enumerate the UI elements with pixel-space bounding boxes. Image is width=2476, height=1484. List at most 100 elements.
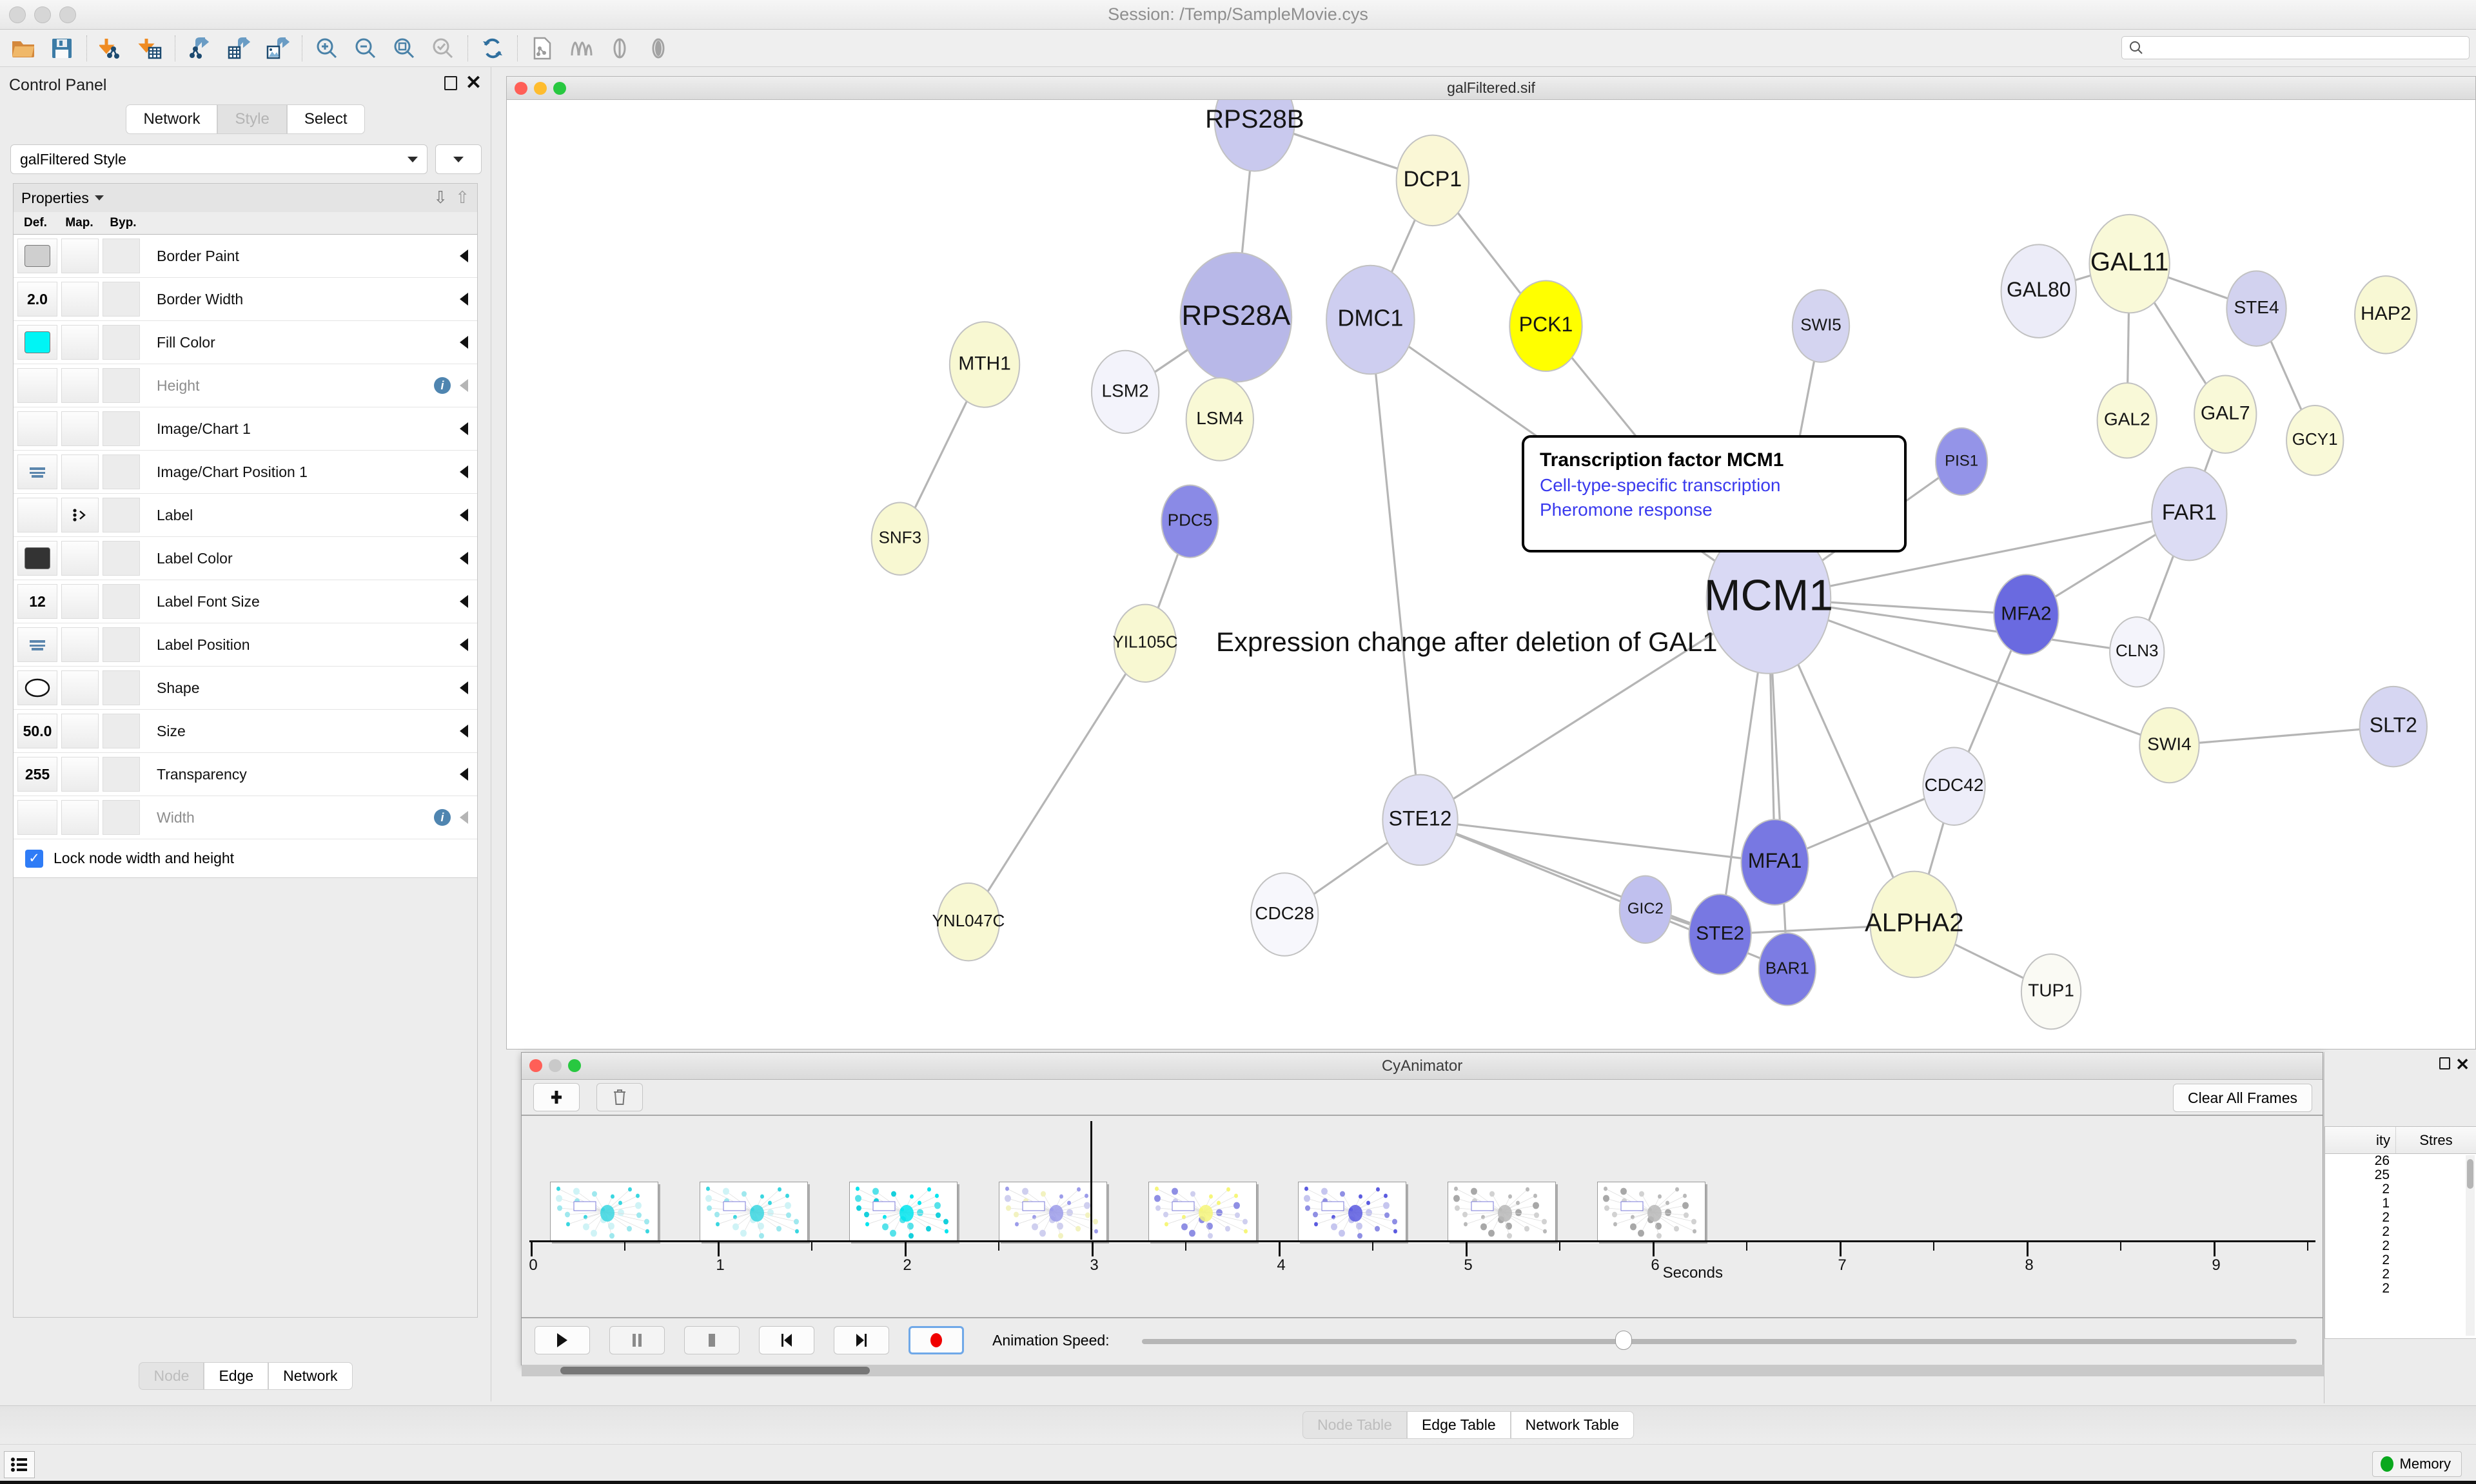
- expand-property-icon[interactable]: [460, 379, 468, 392]
- property-row[interactable]: Label Color: [14, 537, 477, 580]
- window-controls[interactable]: [9, 6, 76, 23]
- property-row[interactable]: Shape: [14, 667, 477, 710]
- expand-property-icon[interactable]: [460, 293, 468, 306]
- tab-network[interactable]: Network: [126, 104, 218, 134]
- table-row[interactable]: 2: [2325, 1253, 2476, 1267]
- expand-property-icon[interactable]: [460, 768, 468, 781]
- network-edge[interactable]: [1420, 819, 1775, 864]
- animation-frame-thumbnail[interactable]: [1448, 1182, 1556, 1241]
- properties-menu-icon[interactable]: [94, 195, 104, 200]
- property-mapping-cell[interactable]: [61, 325, 99, 360]
- property-row[interactable]: Image/Chart Position 1: [14, 451, 477, 494]
- network-node[interactable]: GCY1: [2286, 405, 2344, 476]
- network-node[interactable]: SLT2: [2359, 685, 2428, 768]
- tab-node-table[interactable]: Node Table: [1302, 1411, 1407, 1439]
- style-options-button[interactable]: [435, 144, 482, 174]
- import-table-icon[interactable]: [131, 32, 170, 65]
- zoom-selected-icon[interactable]: [424, 32, 462, 65]
- table-vertical-scrollbar[interactable]: [2466, 1155, 2475, 1336]
- property-row[interactable]: 255 Transparency: [14, 753, 477, 796]
- property-default-cell[interactable]: [17, 325, 57, 360]
- minimize-window-dot[interactable]: [34, 6, 51, 23]
- animation-frame-thumbnail[interactable]: [849, 1182, 958, 1241]
- table-row[interactable]: 2: [2325, 1210, 2476, 1225]
- network-node[interactable]: MCM1: [1704, 522, 1833, 674]
- close-network-dot[interactable]: [515, 82, 527, 95]
- property-default-cell[interactable]: 255: [17, 757, 57, 792]
- tab-select[interactable]: Select: [286, 104, 365, 134]
- animation-speed-slider[interactable]: [1141, 1331, 2297, 1350]
- timeline-playhead[interactable]: [1090, 1121, 1092, 1240]
- info-icon[interactable]: i: [434, 809, 451, 826]
- property-default-cell[interactable]: 50.0: [17, 714, 57, 748]
- color-swatch[interactable]: [25, 245, 50, 267]
- property-mapping-cell[interactable]: [61, 368, 99, 403]
- expand-property-icon[interactable]: [460, 249, 468, 262]
- add-frame-button[interactable]: [533, 1083, 580, 1111]
- property-row[interactable]: Width i: [14, 796, 477, 839]
- expand-property-icon[interactable]: [460, 465, 468, 478]
- expand-property-icon[interactable]: [460, 552, 468, 565]
- node-table[interactable]: ity Stres 26 25 2 1 2 2 2 2 2 2: [2324, 1126, 2476, 1339]
- animation-frame-thumbnail[interactable]: [999, 1182, 1107, 1241]
- zoom-in-icon[interactable]: [308, 32, 346, 65]
- color-swatch[interactable]: [25, 547, 50, 569]
- expand-all-icon[interactable]: ⇩: [433, 188, 447, 207]
- import-network-icon[interactable]: [92, 32, 131, 65]
- info-icon[interactable]: i: [434, 377, 451, 394]
- property-row[interactable]: Height i: [14, 364, 477, 407]
- property-default-cell[interactable]: 2.0: [17, 282, 57, 317]
- network-node[interactable]: GAL2: [2096, 382, 2157, 459]
- property-bypass-cell[interactable]: [103, 282, 140, 317]
- property-bypass-cell[interactable]: [103, 584, 140, 619]
- property-bypass-cell[interactable]: [103, 714, 140, 748]
- eye-icon[interactable]: [639, 32, 678, 65]
- property-mapping-cell[interactable]: [61, 454, 99, 489]
- network-node[interactable]: MFA1: [1740, 819, 1809, 906]
- float-table-icon[interactable]: [2439, 1057, 2450, 1069]
- export-network-icon[interactable]: [181, 32, 219, 65]
- network-edge[interactable]: [1768, 597, 2170, 747]
- property-bypass-cell[interactable]: [103, 541, 140, 576]
- network-node[interactable]: YIL105C: [1112, 603, 1178, 683]
- property-bypass-cell[interactable]: [103, 670, 140, 705]
- memory-status-button[interactable]: Memory: [2372, 1451, 2462, 1477]
- network-node[interactable]: DMC1: [1326, 264, 1415, 375]
- network-edge[interactable]: [2169, 725, 2393, 747]
- network-node[interactable]: STE12: [1382, 774, 1459, 866]
- maximize-window-dot[interactable]: [59, 6, 76, 23]
- property-mapping-cell[interactable]: [61, 670, 99, 705]
- network-node[interactable]: SWI5: [1791, 289, 1851, 363]
- property-mapping-cell[interactable]: [61, 498, 99, 532]
- network-node[interactable]: PCK1: [1509, 280, 1583, 372]
- scrollbar-thumb[interactable]: [560, 1367, 870, 1374]
- save-icon[interactable]: [43, 32, 81, 65]
- minimize-cyanimator-dot[interactable]: [549, 1059, 562, 1072]
- zoom-fit-icon[interactable]: [385, 32, 424, 65]
- property-bypass-cell[interactable]: [103, 239, 140, 273]
- network-node[interactable]: YNL047C: [932, 882, 1005, 962]
- property-default-cell[interactable]: [17, 627, 57, 662]
- network-node[interactable]: GAL80: [2000, 244, 2077, 338]
- network-node[interactable]: LSM4: [1185, 377, 1254, 462]
- property-bypass-cell[interactable]: [103, 368, 140, 403]
- property-row[interactable]: 2.0 Border Width: [14, 278, 477, 321]
- network-node[interactable]: STE4: [2226, 270, 2287, 347]
- network-node[interactable]: MTH1: [948, 321, 1021, 408]
- property-bypass-cell[interactable]: [103, 325, 140, 360]
- table-row[interactable]: 2: [2325, 1267, 2476, 1282]
- network-edge[interactable]: [1419, 597, 1769, 821]
- property-default-cell[interactable]: [17, 368, 57, 403]
- property-default-cell[interactable]: 12: [17, 584, 57, 619]
- property-row[interactable]: Border Paint: [14, 235, 477, 278]
- close-cyanimator-dot[interactable]: [529, 1059, 542, 1072]
- network-node[interactable]: GAL7: [2194, 375, 2257, 454]
- property-default-cell[interactable]: [17, 498, 57, 532]
- network-node[interactable]: GAL11: [2088, 213, 2170, 314]
- expand-property-icon[interactable]: [460, 681, 468, 694]
- property-mapping-cell[interactable]: [61, 714, 99, 748]
- tab-network-table[interactable]: Network Table: [1510, 1411, 1634, 1439]
- property-bypass-cell[interactable]: [103, 411, 140, 446]
- close-window-dot[interactable]: [9, 6, 26, 23]
- expand-property-icon[interactable]: [460, 638, 468, 651]
